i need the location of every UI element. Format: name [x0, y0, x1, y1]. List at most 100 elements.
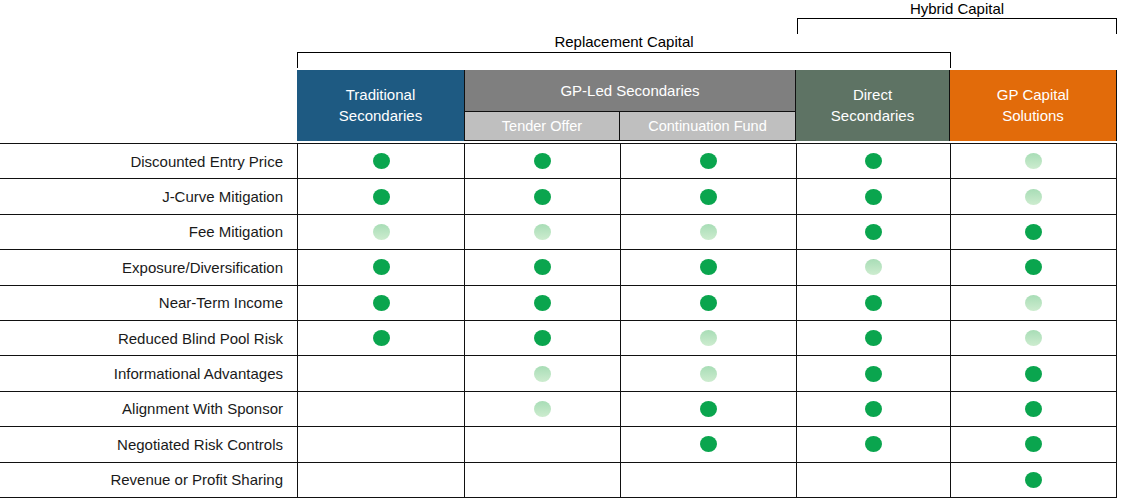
row-label: Near-Term Income: [0, 286, 297, 320]
matrix-cell: [950, 144, 1117, 178]
full-benefit-dot: [700, 401, 717, 417]
partial-benefit-dot: [373, 224, 390, 240]
header-traditional-secondaries: Traditional Secondaries: [297, 70, 464, 141]
partial-benefit-dot: [700, 224, 717, 240]
row-label: Exposure/Diversification: [0, 250, 297, 284]
matrix-cell: [297, 144, 464, 178]
header-direct-secondaries-label: Direct Secondaries: [818, 85, 928, 126]
matrix-cell: [297, 250, 464, 284]
header-continuation-fund-label: Continuation Fund: [648, 118, 767, 134]
full-benefit-dot: [1025, 366, 1042, 382]
full-benefit-dot: [373, 330, 390, 346]
matrix-cell: [796, 286, 950, 320]
full-benefit-dot: [1025, 436, 1042, 452]
full-benefit-dot: [534, 259, 551, 275]
row-label: Negotiated Risk Controls: [0, 427, 297, 461]
header-gp-capital-solutions-label: GP Capital Solutions: [978, 85, 1088, 126]
matrix-cell: [796, 215, 950, 249]
partial-benefit-dot: [1025, 153, 1042, 169]
row-label: Reduced Blind Pool Risk: [0, 321, 297, 355]
full-benefit-dot: [700, 189, 717, 205]
table-row: Reduced Blind Pool Risk: [0, 321, 1117, 356]
row-label: Informational Advantages: [0, 356, 297, 390]
matrix-cell: [297, 392, 464, 426]
header-gp-led-secondaries: GP-Led Secondaries: [465, 70, 795, 111]
full-benefit-dot: [700, 259, 717, 275]
matrix-cell: [620, 321, 796, 355]
matrix-cell: [620, 215, 796, 249]
full-benefit-dot: [865, 153, 882, 169]
table-row: Informational Advantages: [0, 356, 1117, 391]
partial-benefit-dot: [1025, 189, 1042, 205]
matrix-cell: [620, 392, 796, 426]
full-benefit-dot: [534, 153, 551, 169]
full-benefit-dot: [700, 436, 717, 452]
matrix-cell: [950, 179, 1117, 213]
matrix-cell: [620, 286, 796, 320]
header-direct-secondaries: Direct Secondaries: [796, 70, 949, 141]
full-benefit-dot: [1025, 224, 1042, 240]
full-benefit-dot: [865, 401, 882, 417]
table-row: Fee Mitigation: [0, 215, 1117, 250]
matrix-cell: [950, 427, 1117, 461]
matrix-cell: [297, 321, 464, 355]
replacement-capital-bracket-line: [297, 52, 951, 68]
matrix-cell: [796, 356, 950, 390]
matrix-cell: [620, 144, 796, 178]
table-row: Discounted Entry Price: [0, 144, 1117, 179]
matrix-cell: [464, 215, 620, 249]
row-label: Fee Mitigation: [0, 215, 297, 249]
column-header-band: Traditional Secondaries GP-Led Secondari…: [297, 70, 1117, 141]
matrix-cell: [464, 321, 620, 355]
matrix-cell: [297, 179, 464, 213]
partial-benefit-dot: [534, 366, 551, 382]
matrix-cell: [464, 144, 620, 178]
matrix-cell: [796, 392, 950, 426]
matrix-cell: [796, 427, 950, 461]
full-benefit-dot: [865, 224, 882, 240]
full-benefit-dot: [1025, 401, 1042, 417]
full-benefit-dot: [534, 330, 551, 346]
header-gp-led-secondaries-group: GP-Led Secondaries Tender Offer Continua…: [465, 70, 795, 141]
row-label: Discounted Entry Price: [0, 144, 297, 178]
matrix-cell: [796, 321, 950, 355]
table-row: Negotiated Risk Controls: [0, 427, 1117, 462]
matrix-cell: [297, 215, 464, 249]
full-benefit-dot: [865, 295, 882, 311]
matrix-cell: [464, 427, 620, 461]
matrix-cell: [950, 463, 1117, 497]
full-benefit-dot: [865, 189, 882, 205]
partial-benefit-dot: [700, 366, 717, 382]
matrix-cell: [950, 321, 1117, 355]
full-benefit-dot: [865, 366, 882, 382]
replacement-capital-label: Replacement Capital: [297, 33, 951, 50]
matrix-cell: [297, 427, 464, 461]
partial-benefit-dot: [1025, 330, 1042, 346]
full-benefit-dot: [865, 436, 882, 452]
partial-benefit-dot: [534, 401, 551, 417]
matrix-cell: [297, 463, 464, 497]
matrix-cell: [464, 179, 620, 213]
matrix-cell: [620, 250, 796, 284]
matrix-cell: [620, 427, 796, 461]
matrix-cell: [297, 356, 464, 390]
full-benefit-dot: [1025, 472, 1042, 488]
matrix-cell: [950, 286, 1117, 320]
partial-benefit-dot: [700, 330, 717, 346]
header-gp-led-subcolumns: Tender Offer Continuation Fund: [465, 112, 795, 140]
full-benefit-dot: [373, 295, 390, 311]
header-gp-capital-solutions: GP Capital Solutions: [950, 70, 1116, 141]
full-benefit-dot: [534, 295, 551, 311]
matrix-cell: [464, 356, 620, 390]
hybrid-capital-bracket: Hybrid Capital: [797, 0, 1117, 34]
matrix-cell: [297, 286, 464, 320]
partial-benefit-dot: [1025, 295, 1042, 311]
matrix-cell: [950, 392, 1117, 426]
partial-benefit-dot: [534, 224, 551, 240]
matrix-cell: [464, 250, 620, 284]
header-traditional-secondaries-label: Traditional Secondaries: [326, 85, 436, 126]
header-tender-offer: Tender Offer: [465, 112, 619, 140]
secondaries-comparison-matrix: Hybrid Capital Replacement Capital Tradi…: [0, 0, 1123, 499]
row-label: J-Curve Mitigation: [0, 179, 297, 213]
matrix-cell: [950, 250, 1117, 284]
